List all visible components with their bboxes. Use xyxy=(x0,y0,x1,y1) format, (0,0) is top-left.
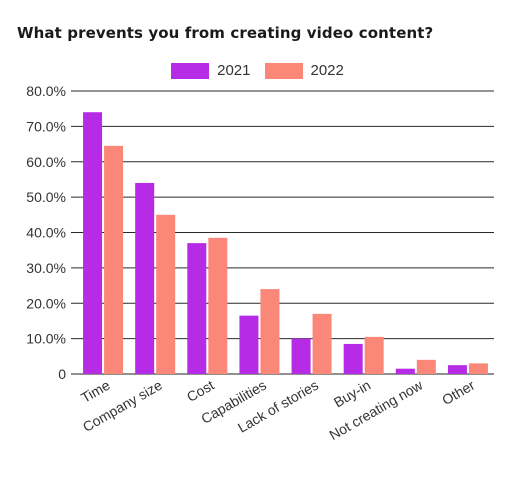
bar-2021 xyxy=(239,315,259,374)
x-category-label: Other xyxy=(439,377,478,409)
bar-2022 xyxy=(364,336,384,374)
y-tick-label: 70.0% xyxy=(26,118,66,134)
y-tick-label: 80.0% xyxy=(26,83,66,99)
bar-2022 xyxy=(416,359,436,374)
bar-2021 xyxy=(343,343,363,374)
legend-entry-2021[interactable]: 2021 xyxy=(171,62,251,79)
y-tick-label: 30.0% xyxy=(26,260,66,276)
bar-2021 xyxy=(447,365,467,374)
chart-title: What prevents you from creating video co… xyxy=(17,24,434,42)
legend-entry-2022[interactable]: 2022 xyxy=(264,62,344,79)
y-tick-label: 0 xyxy=(58,366,66,382)
bar-2022 xyxy=(208,237,228,374)
bar-2022 xyxy=(156,214,176,374)
bar-2022 xyxy=(312,313,332,374)
bar-2021 xyxy=(187,243,207,374)
legend-swatch-2021 xyxy=(171,62,210,79)
y-tick-label: 10.0% xyxy=(26,331,66,347)
y-tick-label: 60.0% xyxy=(26,154,66,170)
legend-swatch-2022 xyxy=(264,62,303,79)
y-tick-label: 40.0% xyxy=(26,225,66,241)
y-tick-label: 50.0% xyxy=(26,189,66,205)
x-category-label: Cost xyxy=(184,377,217,405)
bar-2022 xyxy=(468,363,488,374)
bar-2021 xyxy=(291,338,311,374)
bar-2022 xyxy=(104,145,124,374)
legend: 2021 2022 xyxy=(0,62,515,79)
y-tick-label: 20.0% xyxy=(26,295,66,311)
bar-2021 xyxy=(83,112,103,374)
x-category-label: Not creating now xyxy=(326,376,426,443)
legend-label-2022: 2022 xyxy=(310,62,344,79)
legend-label-2021: 2021 xyxy=(217,62,251,79)
x-category-label: Time xyxy=(78,377,113,406)
bar-2021 xyxy=(135,182,155,374)
bar-2021 xyxy=(395,368,415,374)
bar-2022 xyxy=(260,289,280,374)
